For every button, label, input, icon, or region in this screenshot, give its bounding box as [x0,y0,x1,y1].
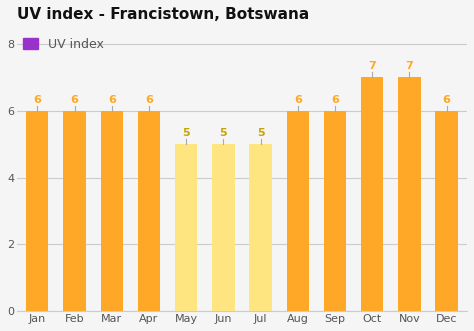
Text: 7: 7 [406,61,413,71]
Bar [175,144,197,311]
Bar [249,144,272,311]
Legend: UV index: UV index [23,38,104,51]
Text: 7: 7 [368,61,376,71]
Bar [398,77,420,311]
Text: 5: 5 [257,128,264,138]
Text: 5: 5 [219,128,227,138]
Text: 6: 6 [443,95,450,105]
Text: 6: 6 [294,95,301,105]
Text: 6: 6 [108,95,116,105]
Bar [287,111,309,311]
Bar [138,111,160,311]
Bar [64,111,86,311]
Bar [26,111,48,311]
Text: 5: 5 [182,128,190,138]
Bar [324,111,346,311]
Text: UV index - Francistown, Botswana: UV index - Francistown, Botswana [17,7,309,22]
Bar [361,77,383,311]
Bar [212,144,235,311]
Bar [100,111,123,311]
Text: 6: 6 [33,95,41,105]
Bar [436,111,458,311]
Text: 6: 6 [331,95,339,105]
Text: 6: 6 [145,95,153,105]
Text: 6: 6 [71,95,79,105]
